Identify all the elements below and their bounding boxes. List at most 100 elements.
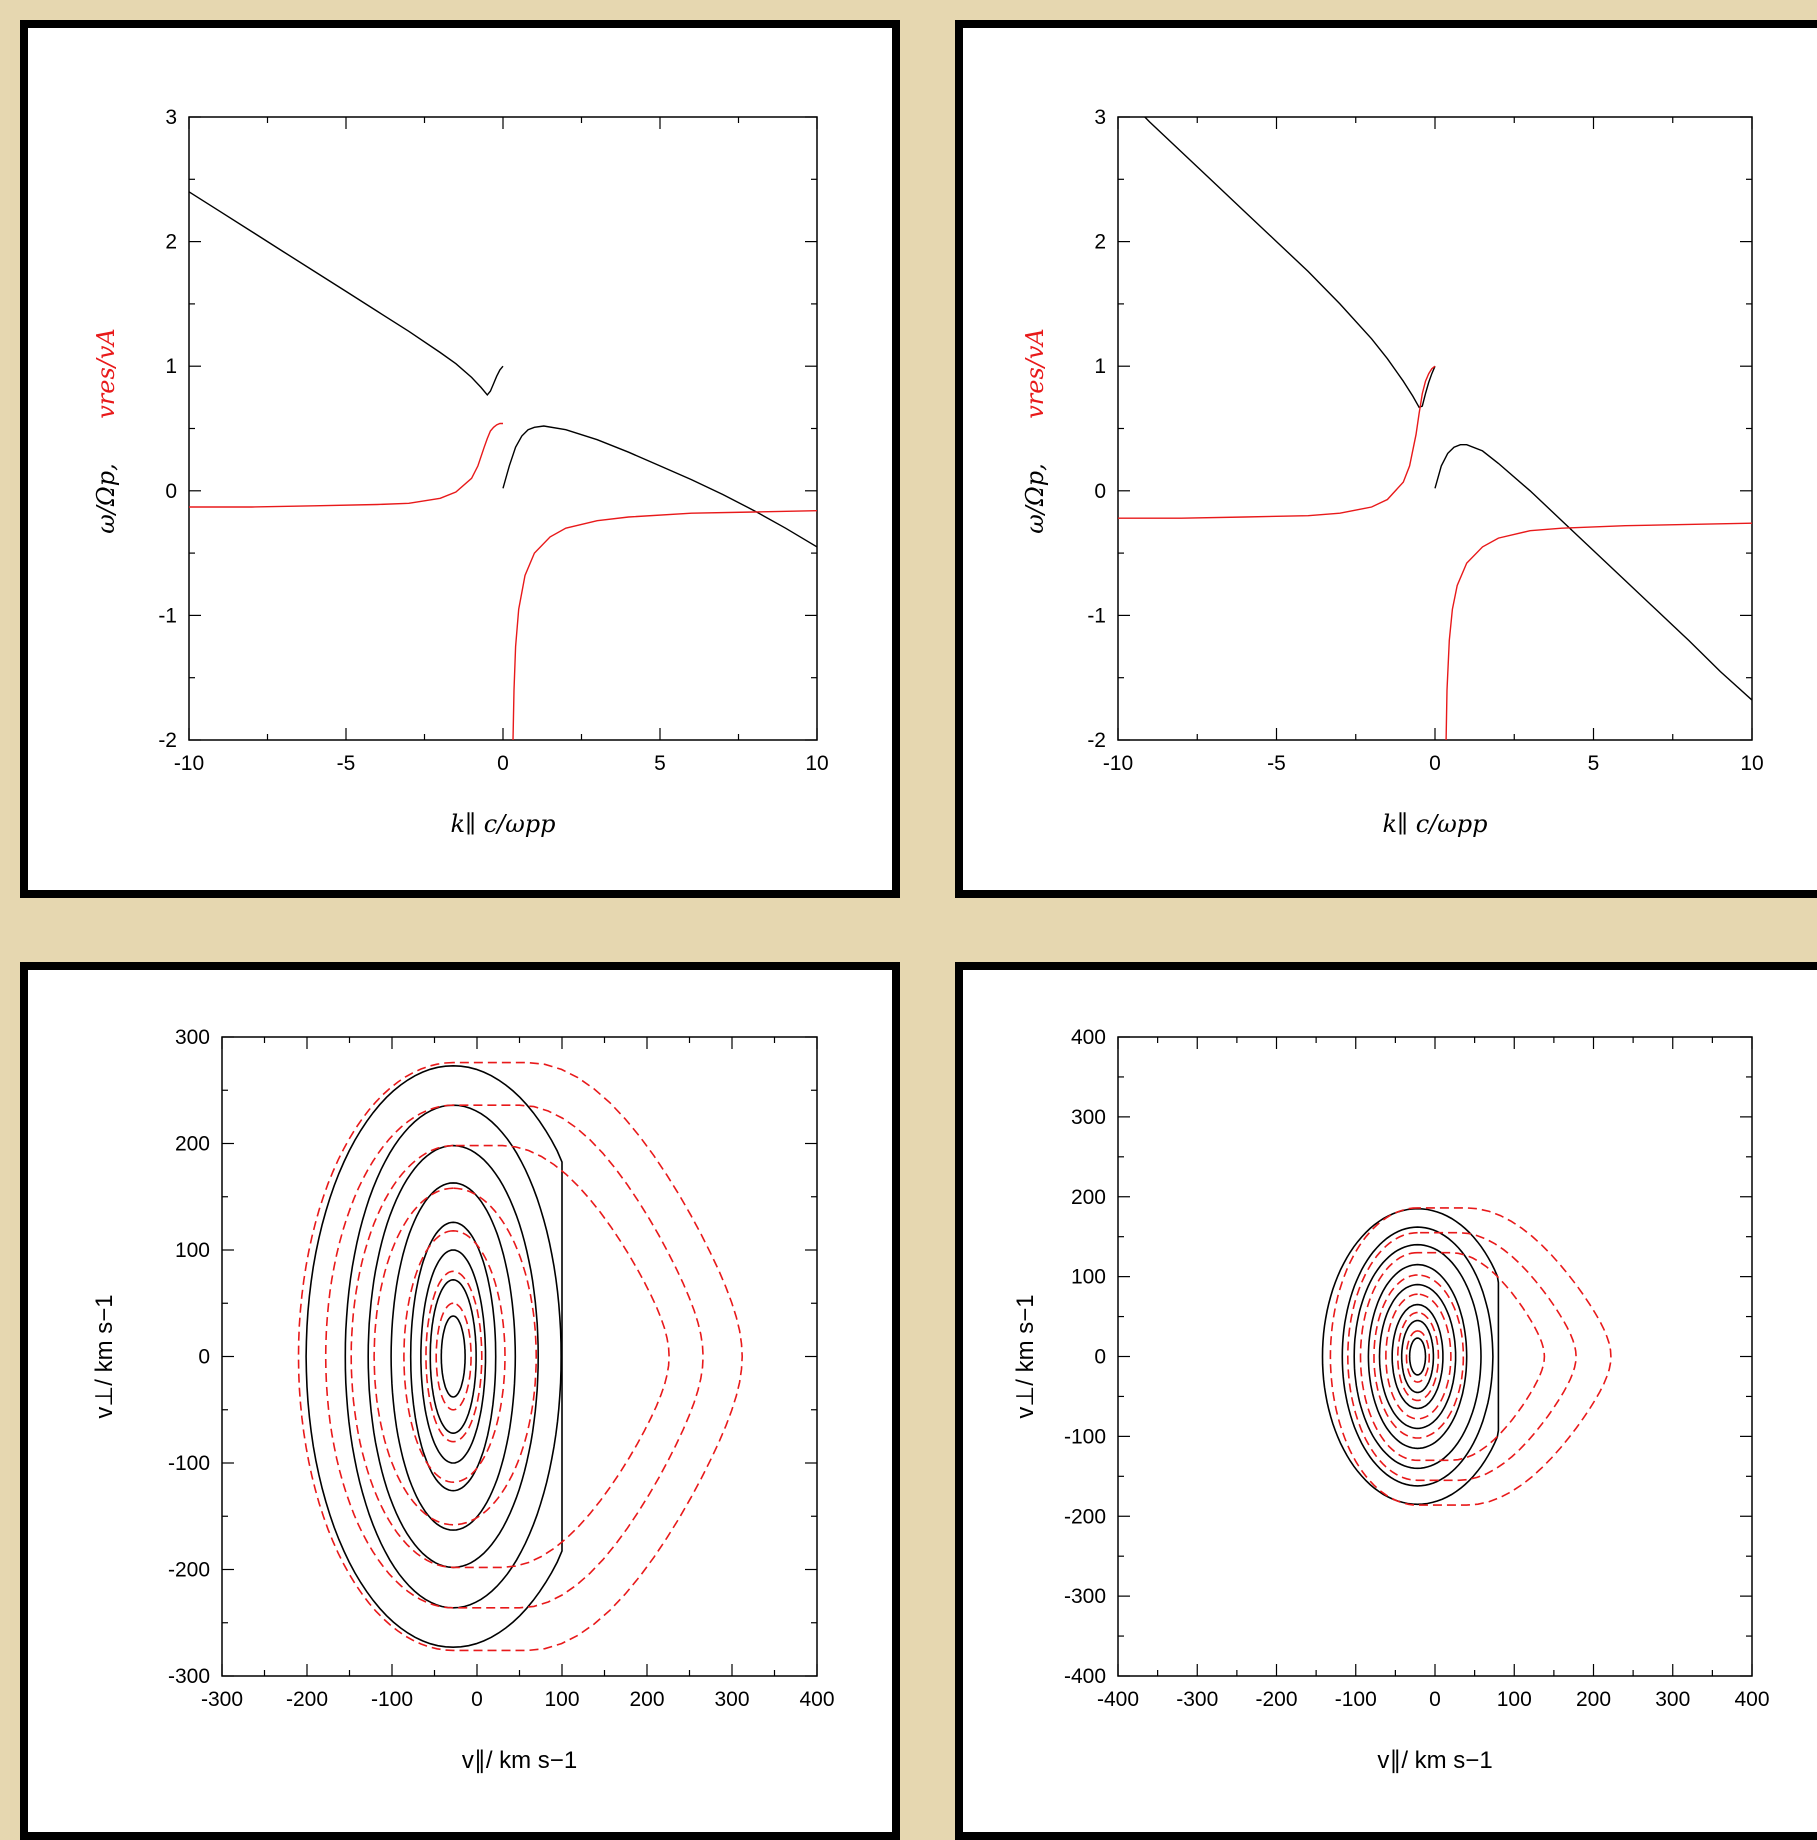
x-tick-label: 400 bbox=[1734, 1688, 1769, 1711]
y-tick-label: 400 bbox=[1071, 1026, 1106, 1049]
y-tick-label: -200 bbox=[1064, 1505, 1106, 1528]
x-tick-label: 0 bbox=[1429, 1688, 1441, 1711]
red-dashed-contour bbox=[373, 1187, 538, 1526]
x-axis-label: v∥/ km s−1 bbox=[462, 1747, 577, 1774]
plot-frame bbox=[1117, 1036, 1753, 1677]
y-axis-label-black: ω/Ωp, bbox=[92, 463, 120, 534]
x-tick-label: -400 bbox=[1097, 1688, 1139, 1711]
black-contour bbox=[1367, 1263, 1468, 1450]
x-tick-label: 10 bbox=[1740, 752, 1763, 775]
x-tick-label: 5 bbox=[654, 752, 666, 775]
red-dashed-contour bbox=[435, 1302, 472, 1411]
panel-top-right: -10 -5 0 5 10 -2 -1 0 1 2 3 k∥ c/ωpp ω/Ωp, vres/vA bbox=[955, 20, 1817, 898]
series-line-black bbox=[502, 425, 817, 548]
x-tick-label: -5 bbox=[1267, 752, 1286, 775]
black-contour bbox=[440, 1315, 466, 1398]
black-contour bbox=[390, 1182, 517, 1531]
y-tick-label: 200 bbox=[175, 1133, 210, 1156]
y-tick-label: -300 bbox=[1064, 1585, 1106, 1608]
x-tick-label: -100 bbox=[371, 1688, 413, 1711]
red-dashed-contour bbox=[1405, 1330, 1430, 1383]
series-line-black bbox=[1143, 117, 1436, 409]
x-axis-label: k∥ c/ωpp bbox=[1382, 810, 1487, 838]
black-contour bbox=[367, 1144, 540, 1569]
red-dashed-contour bbox=[425, 1270, 483, 1443]
x-tick-label: 200 bbox=[1576, 1688, 1611, 1711]
y-tick-label: -1 bbox=[1087, 604, 1106, 627]
y-tick-label: 0 bbox=[198, 1346, 210, 1369]
black-contour bbox=[1408, 1337, 1427, 1376]
black-contour bbox=[344, 1104, 562, 1609]
x-tick-label: 0 bbox=[497, 752, 509, 775]
x-tick-label: -10 bbox=[1103, 752, 1133, 775]
y-tick-label: 100 bbox=[1071, 1266, 1106, 1289]
red-dashed-contour bbox=[297, 1061, 744, 1652]
y-tick-label: 100 bbox=[175, 1239, 210, 1262]
x-tick-label: 400 bbox=[799, 1688, 834, 1711]
red-dashed-contour bbox=[1359, 1251, 1546, 1462]
x-tick-label: 5 bbox=[1588, 752, 1600, 775]
red-dashed-contour bbox=[403, 1229, 506, 1484]
x-tick-label: 300 bbox=[714, 1688, 749, 1711]
y-tick-label: 3 bbox=[1094, 106, 1106, 129]
x-tick-label: 200 bbox=[629, 1688, 664, 1711]
x-axis-label: v∥/ km s−1 bbox=[1377, 1747, 1492, 1774]
black-contour bbox=[1400, 1319, 1435, 1394]
y-tick-label: 1 bbox=[165, 355, 177, 378]
y-tick-label: 300 bbox=[175, 1026, 210, 1049]
series-line-red bbox=[189, 422, 503, 508]
y-axis-label-red: vres/vA bbox=[92, 328, 120, 419]
red-dashed-contour bbox=[1346, 1231, 1577, 1482]
series-line-black bbox=[1434, 444, 1752, 701]
x-tick-label: 300 bbox=[1655, 1688, 1690, 1711]
series-line-red bbox=[512, 510, 817, 740]
x-tick-label: 100 bbox=[1497, 1688, 1532, 1711]
x-axis-label: k∥ c/ωpp bbox=[450, 810, 555, 838]
black-contour bbox=[409, 1221, 497, 1492]
x-tick-label: 100 bbox=[544, 1688, 579, 1711]
y-tick-label: -100 bbox=[168, 1452, 210, 1475]
y-tick-label: 0 bbox=[1094, 1346, 1106, 1369]
y-axis-label-red: vres/vA bbox=[1021, 328, 1049, 419]
panel-top-left: -10 -5 0 5 10 -2 -1 0 1 2 3 k∥ c/ωpp ω/Ωp, vres/vA bbox=[20, 20, 900, 898]
y-tick-label: 0 bbox=[1094, 480, 1106, 503]
red-dashed-contour bbox=[1385, 1293, 1452, 1420]
y-tick-label: -1 bbox=[158, 604, 177, 627]
y-axis-label-black: ω/Ωp, bbox=[1021, 463, 1049, 534]
plot-frame bbox=[188, 116, 818, 741]
x-tick-label: -300 bbox=[201, 1688, 243, 1711]
black-contour bbox=[1321, 1207, 1500, 1506]
y-tick-label: 300 bbox=[1071, 1106, 1106, 1129]
x-tick-label: -200 bbox=[1255, 1688, 1297, 1711]
red-dashed-contour bbox=[1373, 1274, 1465, 1439]
black-contour bbox=[1341, 1226, 1494, 1487]
x-tick-label: 0 bbox=[471, 1688, 483, 1711]
x-tick-label: -10 bbox=[174, 752, 204, 775]
chart-svg-2: -300 -200 -100 0 100 200 300 400 -300 -200 -100 0 10… bbox=[91, 1026, 835, 1774]
x-tick-label: 0 bbox=[1429, 752, 1441, 775]
black-contour bbox=[420, 1249, 487, 1464]
red-dashed-contour bbox=[1329, 1207, 1612, 1506]
y-tick-label: 2 bbox=[165, 231, 177, 254]
x-tick-label: 10 bbox=[805, 752, 828, 775]
black-contour bbox=[1378, 1283, 1457, 1430]
y-tick-label: 3 bbox=[165, 106, 177, 129]
plot-frame bbox=[1117, 116, 1753, 741]
y-tick-label: -300 bbox=[168, 1665, 210, 1688]
y-tick-label: -2 bbox=[158, 729, 177, 752]
y-tick-label: 2 bbox=[1094, 231, 1106, 254]
series-line-red bbox=[1445, 522, 1752, 740]
y-axis-label: v⊥/ km s−1 bbox=[91, 1294, 118, 1418]
black-contour bbox=[305, 1064, 563, 1649]
y-tick-label: 200 bbox=[1071, 1186, 1106, 1209]
x-tick-label: -300 bbox=[1176, 1688, 1218, 1711]
y-tick-label: -2 bbox=[1087, 729, 1106, 752]
black-contour bbox=[1353, 1243, 1482, 1470]
y-tick-label: 1 bbox=[1094, 355, 1106, 378]
black-contour bbox=[429, 1278, 477, 1435]
panel-bottom-left: -300 -200 -100 0 100 200 300 400 -300 -200 -100 0 10… bbox=[20, 962, 900, 1840]
panel-bottom-right: -400 -300 -200 -100 0 100 200 300 400 -400 -300 -20… bbox=[955, 962, 1817, 1840]
x-tick-label: -200 bbox=[286, 1688, 328, 1711]
